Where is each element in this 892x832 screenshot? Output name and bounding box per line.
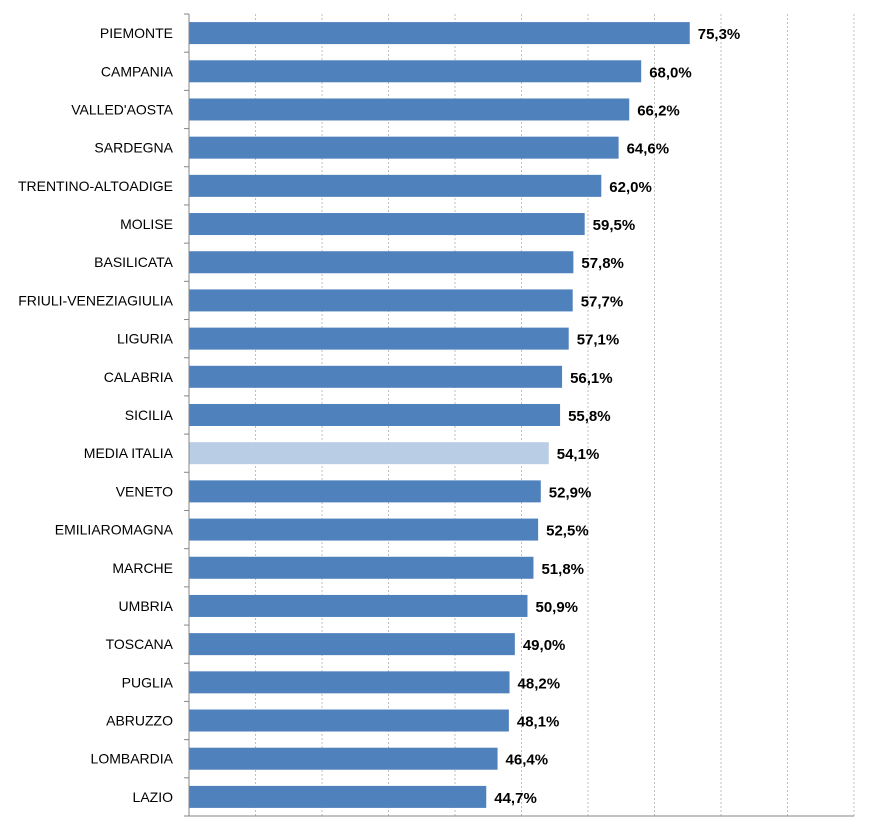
category-label: LIGURIA	[117, 331, 174, 347]
value-label: 48,2%	[518, 675, 561, 692]
value-label: 75,3%	[698, 26, 741, 43]
y-axis	[184, 13, 854, 817]
value-label: 57,1%	[577, 332, 620, 349]
bar-trentino-altoadige	[189, 174, 602, 197]
bar-sicilia	[189, 404, 561, 426]
bar-campania	[189, 60, 642, 83]
bar-molise	[189, 213, 585, 236]
value-label: 44,7%	[494, 790, 537, 807]
category-label: CAMPANIA	[101, 63, 174, 79]
bar-umbria	[189, 594, 528, 617]
category-label: EMILIAROMAGNA	[55, 522, 174, 538]
value-label: 50,9%	[535, 599, 578, 616]
category-label: VALLED'AOSTA	[71, 101, 173, 117]
value-label: 55,8%	[568, 408, 611, 425]
category-label: UMBRIA	[119, 598, 174, 614]
category-label: MEDIA ITALIA	[84, 445, 174, 461]
labels-group: PIEMONTE 75,3% CAMPANIA 68,0% VALLED'AOSTA 66…	[18, 25, 740, 807]
bar-veneto	[189, 480, 541, 503]
category-label: VENETO	[116, 483, 173, 499]
category-label: TOSCANA	[106, 636, 174, 652]
bar-puglia	[189, 671, 510, 694]
value-label: 57,8%	[581, 255, 624, 272]
category-label: SICILIA	[125, 407, 174, 423]
bar-marche	[189, 556, 534, 579]
value-label: 64,6%	[627, 141, 670, 158]
bars-group	[189, 22, 690, 808]
value-label: 48,1%	[517, 714, 560, 731]
value-label: 52,5%	[546, 523, 589, 540]
value-label: 57,7%	[581, 293, 624, 310]
bar-lombardia	[189, 747, 498, 770]
bar-media-italia	[189, 442, 549, 465]
bar-emiliaromagna	[189, 518, 539, 541]
category-label: CALABRIA	[104, 369, 174, 385]
category-label: LAZIO	[133, 789, 174, 805]
value-label: 52,9%	[549, 484, 592, 501]
category-label: BASILICATA	[94, 254, 174, 270]
value-label: 51,8%	[541, 561, 584, 578]
category-label: FRIULI-VENEZIAGIULIA	[18, 292, 173, 308]
bar-calabria	[189, 365, 563, 388]
bar-sardegna	[189, 136, 619, 159]
value-label: 62,0%	[609, 179, 652, 196]
value-label: 54,1%	[557, 446, 600, 463]
bar-abruzzo	[189, 709, 509, 732]
bar-piemonte	[189, 22, 690, 45]
value-label: 59,5%	[593, 217, 636, 234]
category-label: MARCHE	[112, 560, 173, 576]
value-label: 56,1%	[570, 370, 613, 387]
category-label: LOMBARDIA	[91, 751, 174, 767]
category-label: SARDEGNA	[94, 140, 173, 156]
bar-valled-aosta	[189, 98, 630, 121]
value-label: 66,2%	[637, 102, 680, 119]
value-label: 49,0%	[523, 637, 566, 654]
category-label: PIEMONTE	[100, 25, 173, 41]
category-label: PUGLIA	[122, 674, 174, 690]
bar-friuli-veneziagiulia	[189, 289, 573, 312]
bar-lazio	[189, 785, 487, 808]
category-label: TRENTINO-ALTOADIGE	[18, 178, 173, 194]
bar-liguria	[189, 327, 569, 350]
bar-toscana	[189, 633, 515, 656]
category-label: MOLISE	[120, 216, 173, 232]
value-label: 46,4%	[506, 752, 549, 769]
category-label: ABRUZZO	[106, 713, 173, 729]
bar-basilicata	[189, 251, 574, 274]
value-label: 68,0%	[649, 64, 692, 81]
